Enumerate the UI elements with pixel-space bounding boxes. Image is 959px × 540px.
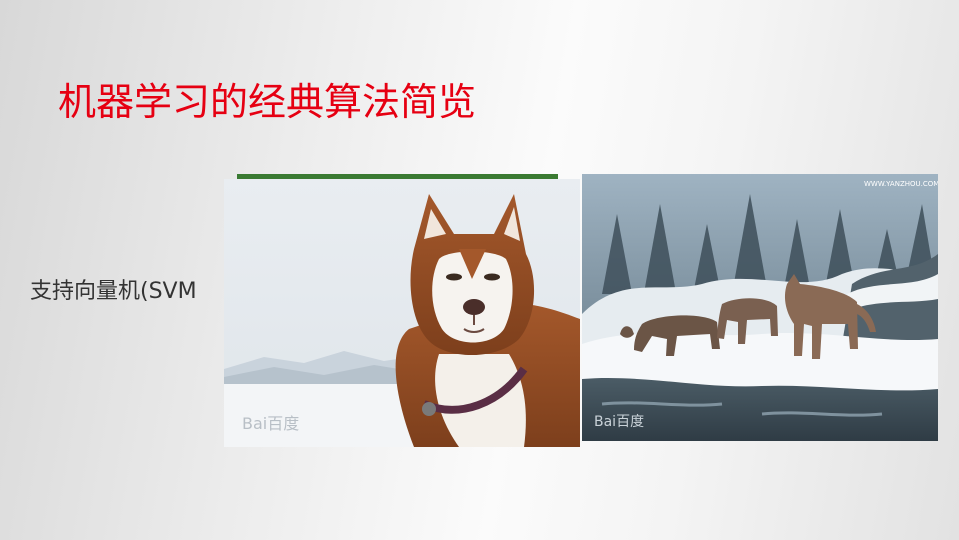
image-top-strip xyxy=(237,174,558,179)
wolves-image: WWW.YANZHOU.COM Bai百度 xyxy=(582,174,938,441)
wolves-in-snow-photo-icon: WWW.YANZHOU.COM Bai百度 xyxy=(582,174,938,441)
husky-watermark: Bai百度 xyxy=(242,414,299,433)
wolves-site-mark: WWW.YANZHOU.COM xyxy=(864,180,938,188)
slide-title: 机器学习的经典算法简览 xyxy=(58,80,477,124)
husky-image: Bai百度 xyxy=(224,179,580,447)
wolves-watermark: Bai百度 xyxy=(594,414,644,430)
husky-dog-photo-icon: Bai百度 xyxy=(224,179,580,447)
bullet-svm: 支持向量机(SVM xyxy=(30,279,197,304)
